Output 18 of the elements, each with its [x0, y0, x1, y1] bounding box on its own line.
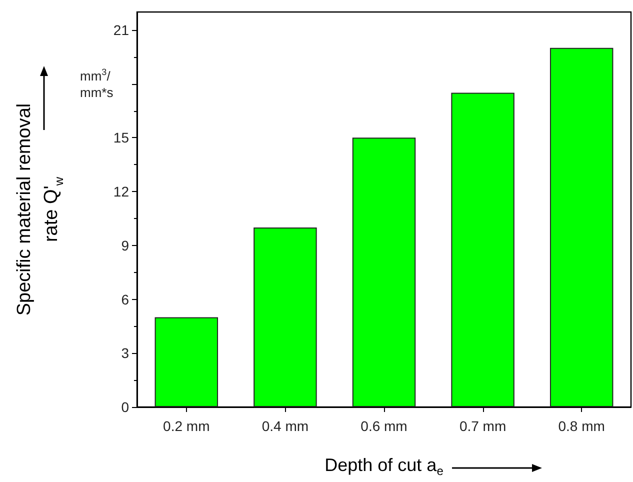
bar [254, 227, 317, 407]
text: mm$^{3}$/ mm*s [80, 66, 114, 102]
y-tick-label: 15 [113, 130, 130, 146]
bar [352, 138, 416, 407]
x-tick-label: 0.6 mm [360, 418, 408, 434]
y-tick-label: 3 [121, 345, 130, 362]
x-tick-label: 0.2 mm [163, 418, 210, 434]
bar [451, 92, 514, 407]
y-tick-label: 9 [121, 237, 130, 254]
y-tick-label: 21 [113, 22, 130, 38]
y-tick-label: 12 [113, 184, 130, 200]
x-tick-label: 0.8 mm [558, 418, 605, 434]
x-tick-label: 0.4 mm [262, 418, 309, 434]
bar [550, 48, 614, 407]
bar [154, 317, 218, 407]
y-tick-label: 6 [121, 291, 130, 308]
x-tick-label: 0.7 mm [459, 418, 506, 434]
y-tick-label: 0 [121, 399, 130, 415]
